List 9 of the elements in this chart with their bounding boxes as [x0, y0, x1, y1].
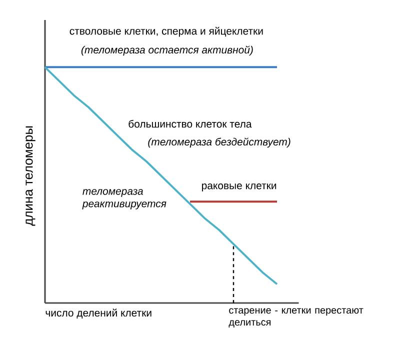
- annotation: теломераза реактивируется: [82, 189, 166, 210]
- series-label: большинство клеток тела: [128, 120, 252, 128]
- annotation: (теломераза бездействует): [148, 138, 290, 148]
- text: стволовые клетки, сперма и яйцеклетки: [70, 26, 263, 37]
- x-axis-title: число делений клетки: [46, 308, 152, 319]
- text: старение - клетки перестают делиться: [228, 308, 364, 328]
- text: (теломераза остается активной): [81, 46, 253, 56]
- series-label: раковые клетки: [202, 184, 276, 192]
- y-axis-title: длина теломеры: [26, 126, 36, 226]
